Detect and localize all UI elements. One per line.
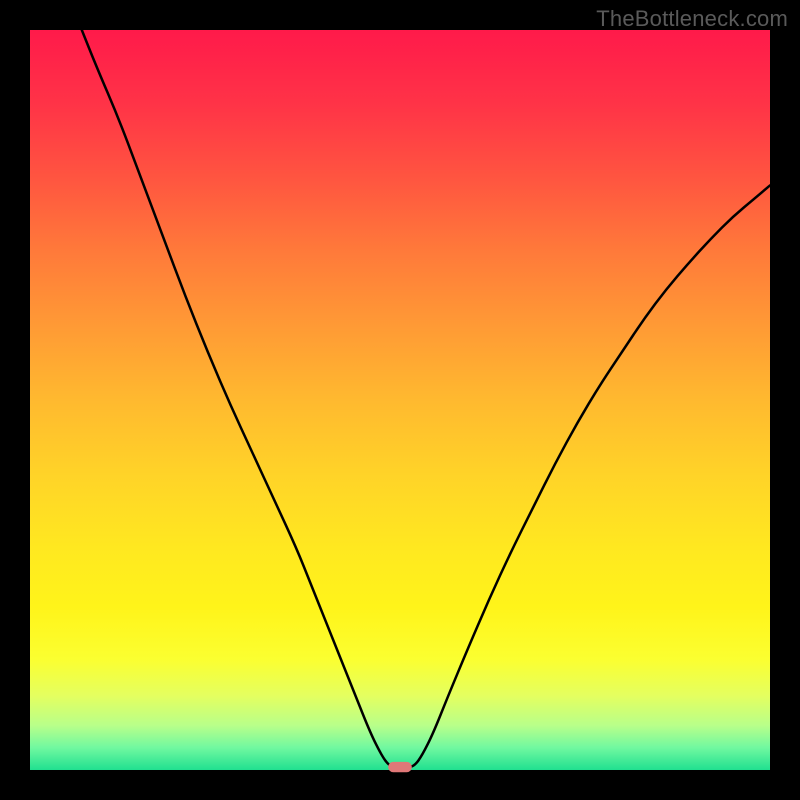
frame-border [770,0,800,800]
frame-border [0,770,800,800]
watermark-label: TheBottleneck.com [596,6,788,32]
optimal-point-marker [388,762,412,772]
frame-border [0,0,30,800]
plot-background [30,30,770,770]
bottleneck-chart [0,0,800,800]
